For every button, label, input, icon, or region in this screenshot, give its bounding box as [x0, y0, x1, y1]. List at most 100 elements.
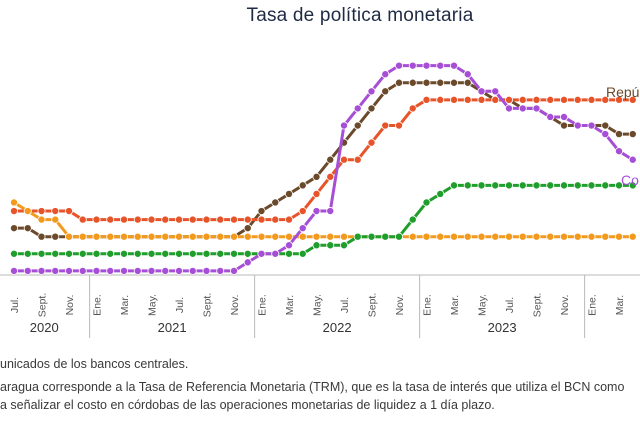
- data-point: [312, 241, 321, 250]
- data-point: [628, 232, 637, 241]
- data-point: [312, 232, 321, 241]
- data-point: [546, 232, 555, 241]
- x-tick-label: Nov.: [559, 295, 571, 316]
- data-point: [202, 215, 211, 224]
- x-tick-label: Mar.: [284, 295, 296, 315]
- data-point: [615, 232, 624, 241]
- data-point: [532, 95, 541, 104]
- data-point: [477, 95, 486, 104]
- data-point: [37, 215, 46, 224]
- data-point: [518, 181, 527, 190]
- note-line-2: aragua corresponde a la Tasa de Referenc…: [0, 380, 625, 394]
- data-point: [23, 224, 32, 233]
- data-point: [615, 181, 624, 190]
- data-point: [449, 78, 458, 87]
- data-point: [408, 78, 417, 87]
- data-point: [573, 121, 582, 130]
- data-point: [284, 249, 293, 258]
- data-point: [504, 181, 513, 190]
- x-tick-label: Jul.: [504, 297, 516, 313]
- data-point: [174, 232, 183, 241]
- data-point: [65, 266, 74, 275]
- data-point: [92, 215, 101, 224]
- data-point: [601, 181, 610, 190]
- data-point: [51, 232, 60, 241]
- data-point: [120, 266, 129, 275]
- data-point: [394, 121, 403, 130]
- data-point: [51, 207, 60, 216]
- series-1: [9, 78, 637, 241]
- data-point: [463, 181, 472, 190]
- data-point: [560, 232, 569, 241]
- x-tick-label: Sept.: [367, 293, 379, 318]
- data-point: [161, 249, 170, 258]
- data-point: [298, 181, 307, 190]
- data-point: [161, 215, 170, 224]
- data-point: [133, 266, 142, 275]
- data-point: [560, 112, 569, 121]
- note-line-3: a señalizar el costo en córdobas de las …: [0, 398, 495, 412]
- data-point: [243, 224, 252, 233]
- series-line: [14, 81, 633, 239]
- data-point: [65, 207, 74, 216]
- data-point: [243, 258, 252, 267]
- data-point: [491, 181, 500, 190]
- data-point: [78, 232, 87, 241]
- data-point: [161, 232, 170, 241]
- data-point: [298, 249, 307, 258]
- data-point: [518, 232, 527, 241]
- x-tick-label: Sept.: [202, 293, 214, 318]
- series-5: [9, 61, 637, 275]
- data-point: [312, 172, 321, 181]
- data-point: [243, 249, 252, 258]
- x-tick-label: Mar.: [119, 295, 131, 315]
- data-point: [174, 215, 183, 224]
- data-point: [120, 232, 129, 241]
- data-point: [65, 249, 74, 258]
- data-point: [532, 232, 541, 241]
- series-2: [9, 95, 637, 224]
- x-tick-label: Sept.: [532, 293, 544, 318]
- data-point: [106, 266, 115, 275]
- data-point: [37, 249, 46, 258]
- data-point: [601, 95, 610, 104]
- data-point: [463, 78, 472, 87]
- data-point: [284, 189, 293, 198]
- data-point: [504, 95, 513, 104]
- data-point: [422, 61, 431, 70]
- data-point: [23, 266, 32, 275]
- data-point: [394, 232, 403, 241]
- data-point: [573, 181, 582, 190]
- data-point: [546, 181, 555, 190]
- data-point: [436, 189, 445, 198]
- x-tick-label: Ene.: [587, 294, 599, 316]
- data-point: [188, 249, 197, 258]
- data-point: [477, 232, 486, 241]
- data-point: [133, 232, 142, 241]
- data-point: [436, 232, 445, 241]
- data-point: [615, 130, 624, 139]
- data-point: [353, 104, 362, 113]
- data-point: [216, 232, 225, 241]
- data-point: [532, 181, 541, 190]
- x-tick-label: Sept.: [37, 293, 49, 318]
- data-point: [202, 249, 211, 258]
- data-point: [257, 249, 266, 258]
- data-point: [449, 95, 458, 104]
- data-point: [408, 232, 417, 241]
- data-point: [78, 215, 87, 224]
- data-point: [9, 249, 18, 258]
- data-point: [367, 138, 376, 147]
- data-point: [106, 249, 115, 258]
- data-point: [243, 215, 252, 224]
- data-point: [326, 241, 335, 250]
- data-point: [106, 215, 115, 224]
- data-point: [601, 232, 610, 241]
- x-tick-label: Ene.: [422, 294, 434, 316]
- series-line: [13, 201, 633, 239]
- year-label: 2022: [323, 320, 352, 335]
- data-point: [188, 215, 197, 224]
- x-tick-label: May.: [312, 294, 324, 316]
- data-point: [326, 155, 335, 164]
- data-point: [463, 232, 472, 241]
